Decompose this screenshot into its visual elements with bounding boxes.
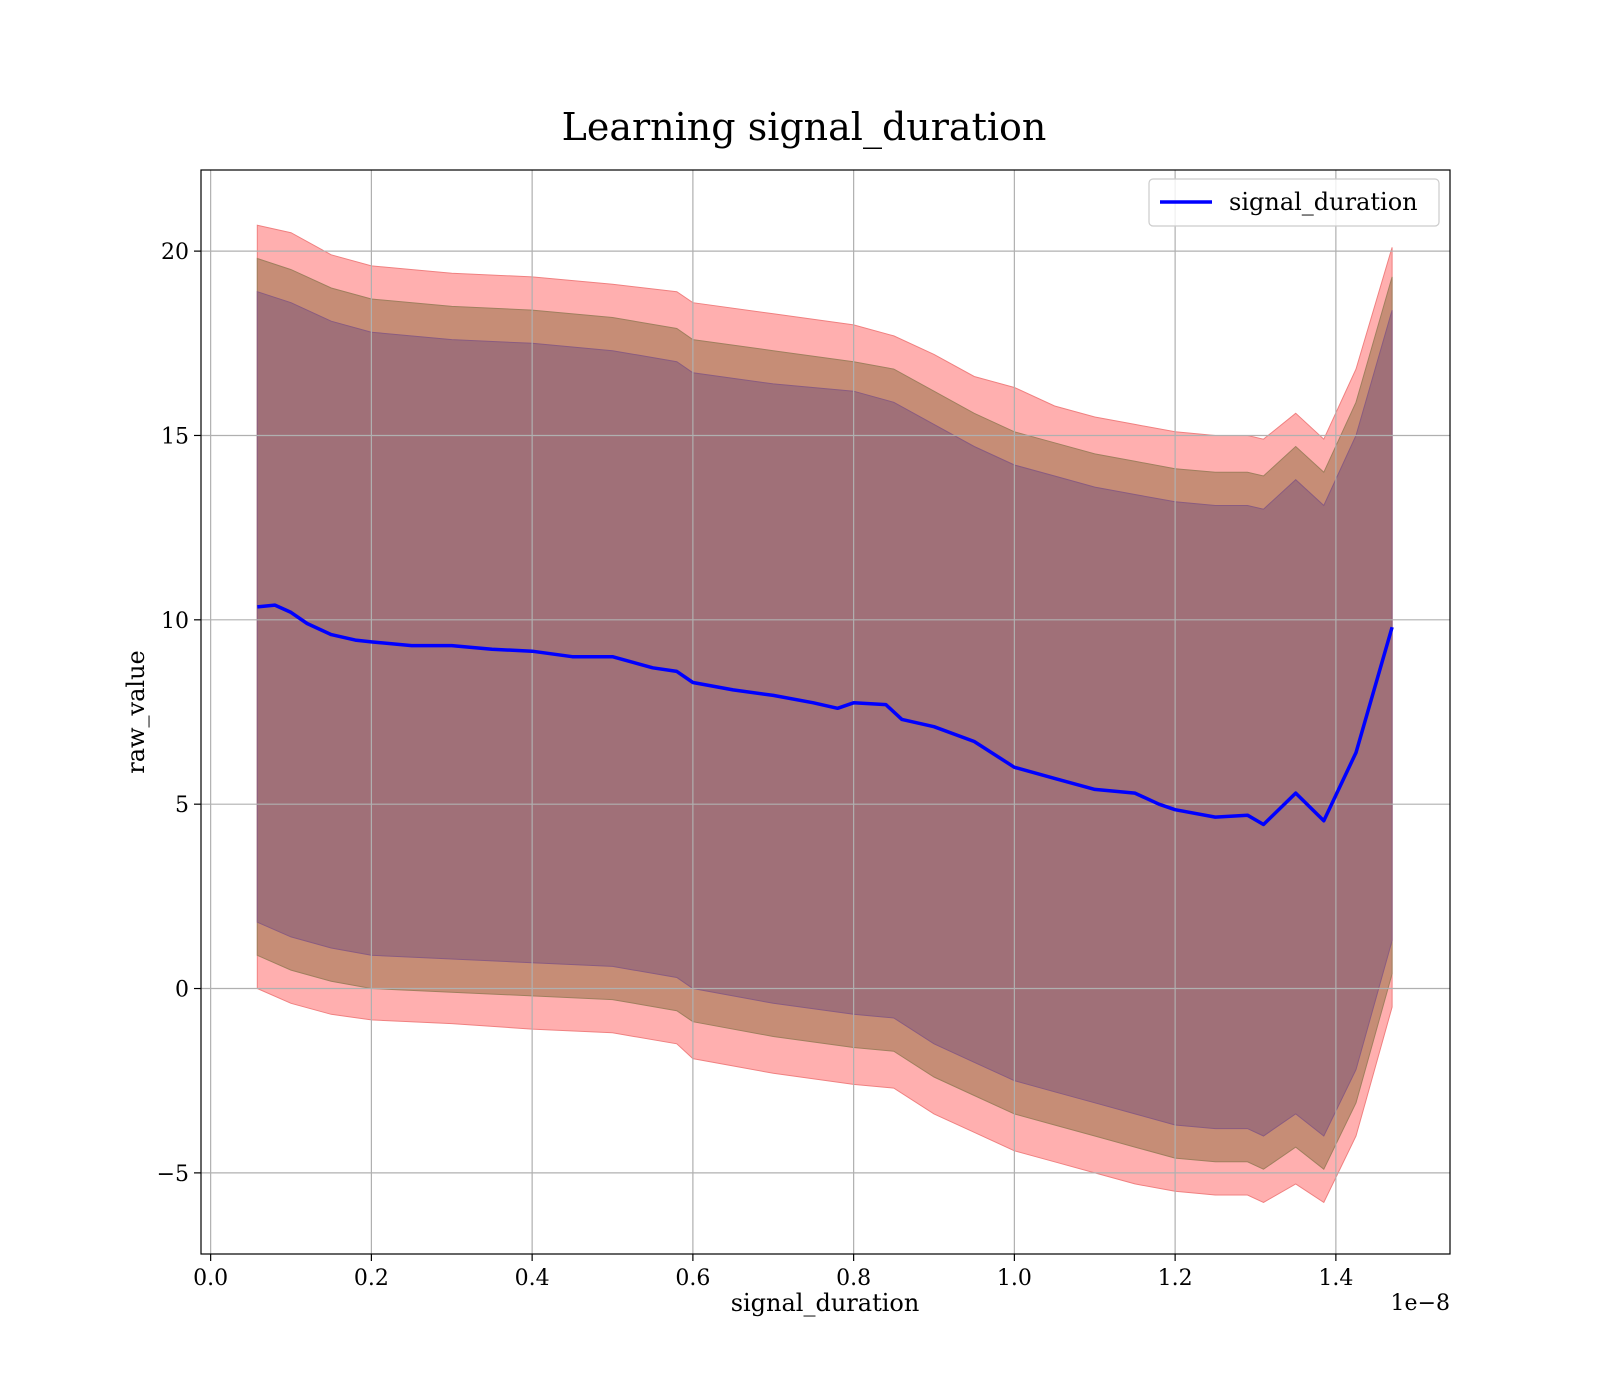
series-line-0 [257, 603, 1394, 827]
x-axis-offset-label: 1e−8 [1391, 1291, 1450, 1316]
y-tick-label-1: 0 [175, 978, 189, 1003]
x-tick-label-6: 1.2 [1158, 1266, 1193, 1291]
legend-label-signal-duration: signal_duration [1229, 188, 1418, 216]
x-tick-label-0: 0.0 [193, 1266, 228, 1291]
x-tick-label-5: 1.0 [997, 1266, 1032, 1291]
series-lines [257, 603, 1394, 827]
y-tick-label-5: 20 [161, 240, 189, 265]
y-axis-ticks: −5 0 5 10 15 20 [157, 240, 201, 1187]
y-tick-label-0: −5 [157, 1162, 189, 1187]
x-tick-label-2: 0.4 [515, 1266, 550, 1291]
x-tick-label-4: 0.8 [836, 1266, 871, 1291]
x-axis-ticks: 0.0 0.2 0.4 0.6 0.8 1.0 1.2 1.4 [193, 1254, 1353, 1291]
legend: signal_duration [1148, 178, 1440, 227]
plot-frame [200, 169, 1451, 1255]
y-tick-label-3: 10 [161, 609, 189, 634]
confidence-bands [256, 224, 1393, 1204]
x-tick-label-1: 0.2 [354, 1266, 389, 1291]
y-tick-label-4: 15 [161, 424, 189, 449]
x-axis-label: signal_duration [731, 1289, 920, 1317]
x-tick-label-7: 1.4 [1318, 1266, 1353, 1291]
grid-lines [201, 170, 1450, 1254]
y-axis-label: raw_value [122, 650, 150, 774]
x-tick-label-3: 0.6 [675, 1266, 710, 1291]
chart-title: Learning signal_duration [562, 105, 1047, 150]
y-tick-label-2: 5 [175, 793, 189, 818]
band-inner [256, 291, 1393, 1137]
legend-box [1148, 178, 1440, 227]
